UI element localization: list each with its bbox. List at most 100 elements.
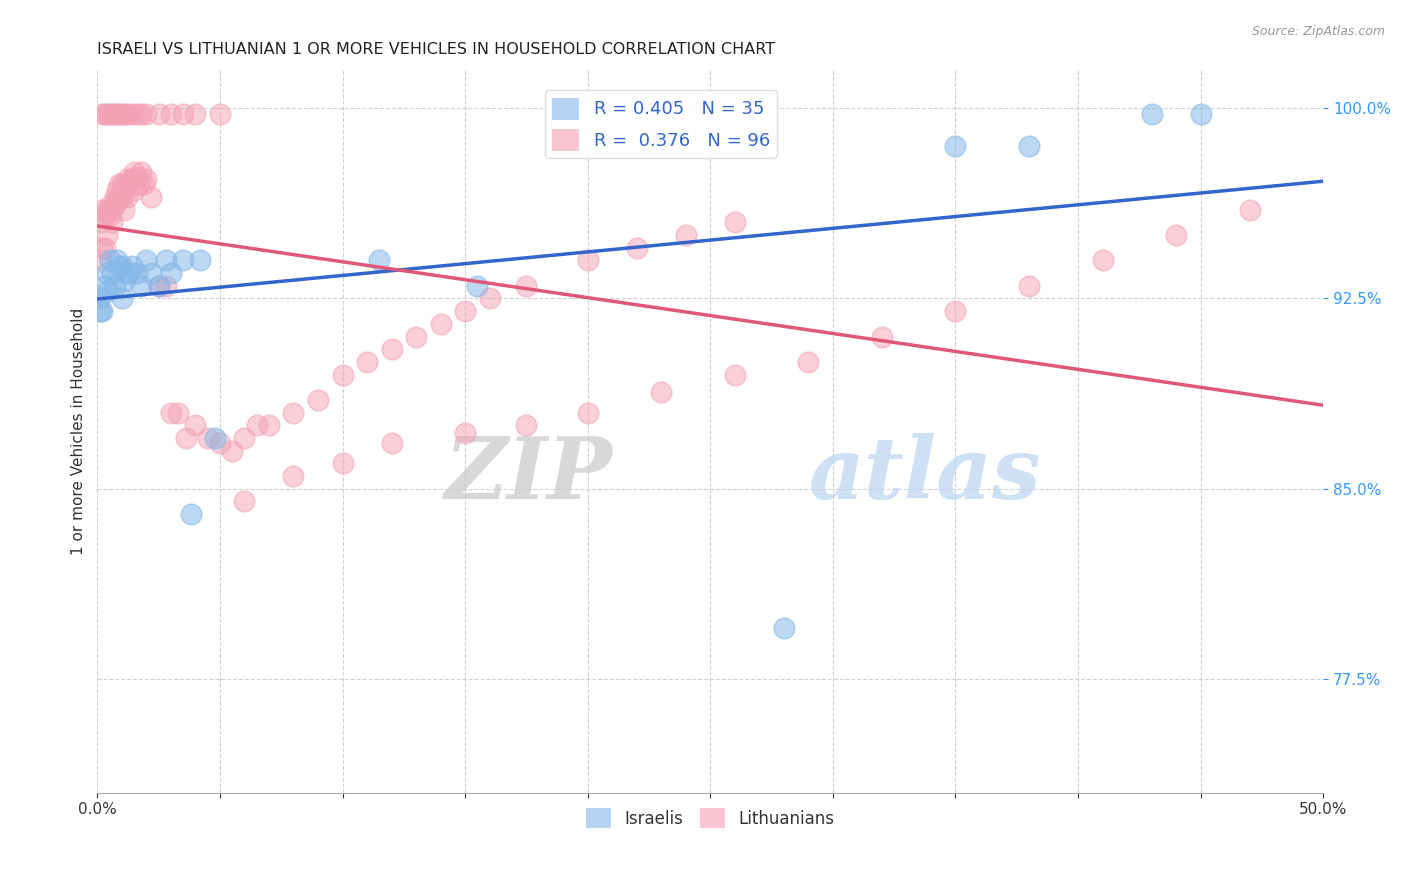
Point	[180, 507, 202, 521]
Point	[478, 292, 501, 306]
Point	[98, 198, 121, 212]
Point	[112, 182, 135, 196]
Point	[454, 304, 477, 318]
Point	[233, 494, 256, 508]
Point	[135, 106, 157, 120]
Point	[125, 266, 148, 280]
Point	[221, 443, 243, 458]
Point	[283, 405, 305, 419]
Point	[945, 304, 967, 318]
Point	[246, 418, 269, 433]
Point	[405, 329, 427, 343]
Point	[160, 405, 183, 419]
Point	[105, 253, 128, 268]
Point	[118, 266, 141, 280]
Point	[515, 278, 537, 293]
Point	[650, 385, 672, 400]
Point	[98, 106, 121, 120]
Point	[204, 431, 226, 445]
Point	[121, 106, 143, 120]
Point	[91, 215, 114, 229]
Point	[108, 106, 131, 120]
Point	[112, 274, 135, 288]
Point	[155, 253, 177, 268]
Point	[675, 228, 697, 243]
Point	[381, 436, 404, 450]
Point	[121, 172, 143, 186]
Point	[115, 106, 138, 120]
Point	[96, 284, 118, 298]
Point	[1166, 228, 1188, 243]
Point	[208, 106, 231, 120]
Point	[945, 139, 967, 153]
Point	[131, 106, 153, 120]
Point	[870, 329, 893, 343]
Point	[108, 190, 131, 204]
Point	[103, 278, 125, 293]
Point	[101, 106, 124, 120]
Point	[111, 259, 134, 273]
Legend: Israelis, Lithuanians: Israelis, Lithuanians	[579, 801, 841, 835]
Point	[576, 253, 599, 268]
Y-axis label: 1 or more Vehicles in Household: 1 or more Vehicles in Household	[72, 308, 86, 555]
Point	[141, 266, 163, 280]
Point	[93, 106, 115, 120]
Point	[112, 202, 135, 217]
Point	[111, 190, 134, 204]
Point	[101, 215, 124, 229]
Point	[332, 368, 354, 382]
Point	[122, 165, 145, 179]
Point	[356, 355, 378, 369]
Point	[98, 208, 121, 222]
Point	[91, 304, 114, 318]
Point	[257, 418, 280, 433]
Point	[89, 292, 111, 306]
Point	[118, 178, 141, 192]
Point	[135, 172, 157, 186]
Point	[797, 355, 820, 369]
Point	[125, 169, 148, 184]
Point	[96, 228, 118, 243]
Point	[93, 241, 115, 255]
Point	[148, 278, 170, 293]
Point	[105, 182, 128, 196]
Point	[1018, 278, 1040, 293]
Text: Source: ZipAtlas.com: Source: ZipAtlas.com	[1251, 25, 1385, 38]
Point	[368, 253, 391, 268]
Point	[467, 278, 489, 293]
Point	[125, 106, 148, 120]
Point	[121, 259, 143, 273]
Point	[96, 266, 118, 280]
Point	[724, 368, 747, 382]
Point	[1140, 106, 1163, 120]
Point	[91, 106, 114, 120]
Point	[1091, 253, 1114, 268]
Point	[172, 106, 194, 120]
Point	[122, 182, 145, 196]
Text: atlas: atlas	[808, 434, 1040, 516]
Point	[174, 431, 197, 445]
Point	[112, 106, 135, 120]
Point	[1018, 139, 1040, 153]
Point	[135, 253, 157, 268]
Point	[188, 253, 211, 268]
Point	[172, 253, 194, 268]
Point	[307, 392, 329, 407]
Point	[131, 165, 153, 179]
Point	[1189, 106, 1212, 120]
Point	[724, 215, 747, 229]
Point	[381, 342, 404, 356]
Point	[148, 106, 170, 120]
Point	[128, 178, 150, 192]
Point	[96, 202, 118, 217]
Point	[89, 253, 111, 268]
Point	[115, 266, 138, 280]
Point	[103, 190, 125, 204]
Point	[148, 278, 170, 293]
Point	[332, 456, 354, 470]
Point	[167, 405, 190, 419]
Point	[155, 278, 177, 293]
Point	[108, 178, 131, 192]
Point	[283, 469, 305, 483]
Point	[111, 106, 134, 120]
